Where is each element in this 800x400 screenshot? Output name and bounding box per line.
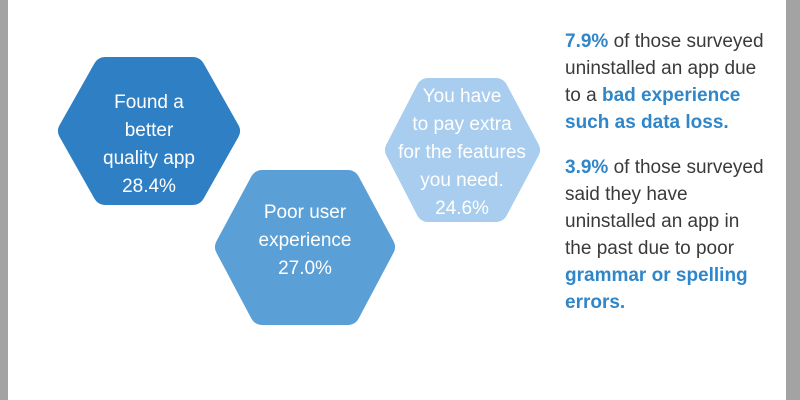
left-border bbox=[0, 0, 8, 400]
hexagon-label: Poor user bbox=[264, 202, 347, 223]
hexagon-group: Found a better quality app 28.4% Poor user ex… bbox=[58, 57, 540, 325]
hexagon-label: quality app bbox=[103, 148, 195, 169]
hexagon-value: 28.4% bbox=[122, 176, 176, 197]
hexagon-value: 27.0% bbox=[278, 258, 332, 279]
hexagon-label: to pay extra bbox=[412, 114, 512, 135]
hexagon-label: for the features bbox=[398, 142, 526, 163]
hexagon-label: better bbox=[125, 120, 174, 141]
fact-highlight: 7.9% bbox=[565, 31, 609, 52]
hexagon-label: You have bbox=[423, 86, 502, 107]
right-border bbox=[786, 0, 800, 400]
fact-paragraph: 3.9% of those surveyed said they have un… bbox=[565, 154, 770, 316]
fact-paragraph: 7.9% of those surveyed uninstalled an ap… bbox=[565, 28, 770, 136]
fact-highlight: grammar or spelling errors. bbox=[565, 265, 748, 313]
hexagon-value: 24.6% bbox=[435, 198, 489, 219]
fact-highlight: 3.9% bbox=[565, 157, 609, 178]
hexagon-label: Found a bbox=[114, 92, 184, 113]
fact-text: of those surveyed said they have uninsta… bbox=[565, 157, 764, 259]
hexagon bbox=[215, 170, 395, 325]
hexagon bbox=[385, 78, 540, 222]
hexagon bbox=[58, 57, 240, 205]
fact-text: of those surveyed uninstalled an app due… bbox=[565, 31, 764, 106]
hexagon-label: you need. bbox=[420, 170, 503, 191]
facts: 7.9% of those surveyed uninstalled an ap… bbox=[565, 28, 770, 334]
hexagon-label: experience bbox=[259, 230, 352, 251]
fact-highlight: bad experience such as data loss. bbox=[565, 85, 741, 133]
